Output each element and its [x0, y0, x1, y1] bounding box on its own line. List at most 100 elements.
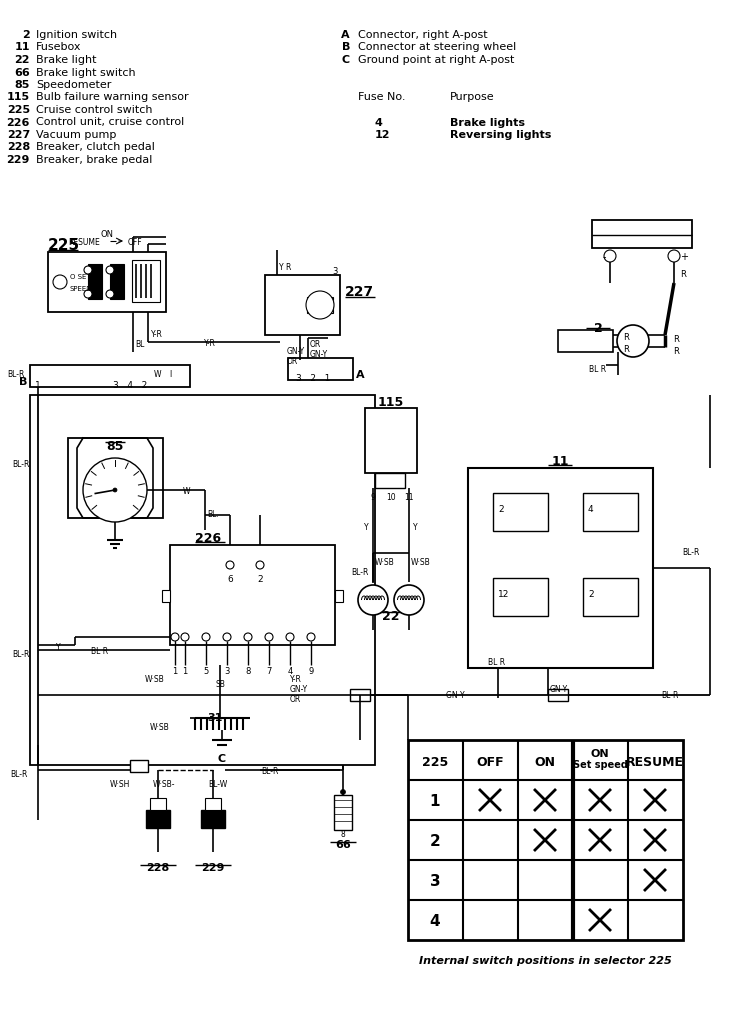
Text: 225: 225	[7, 105, 30, 115]
Bar	[201, 810, 225, 828]
Text: 227: 227	[7, 130, 30, 140]
Text: ON: ON	[535, 756, 556, 769]
Text: 115: 115	[7, 92, 30, 102]
Text: RESUME: RESUME	[626, 756, 684, 769]
Circle shape	[84, 266, 92, 274]
Text: W·SB: W·SB	[145, 675, 165, 684]
Text: Bulb failure warning sensor: Bulb failure warning sensor	[36, 92, 188, 102]
Bar	[170, 545, 335, 645]
Text: R: R	[680, 270, 686, 279]
Text: GN-Y: GN-Y	[310, 350, 328, 359]
Text: BL R: BL R	[589, 365, 606, 374]
Text: 2: 2	[22, 30, 30, 40]
Text: 7: 7	[266, 667, 272, 676]
Bar	[48, 252, 166, 312]
Text: 225: 225	[422, 756, 448, 769]
Text: Brake light switch: Brake light switch	[36, 68, 135, 78]
Text: 1: 1	[35, 381, 41, 390]
Text: 9: 9	[308, 667, 313, 676]
Bar	[334, 795, 352, 830]
Bar	[307, 297, 333, 313]
Text: 2: 2	[498, 505, 503, 514]
Text: 1: 1	[172, 667, 177, 676]
Text: 22: 22	[14, 55, 30, 65]
Bar	[350, 689, 370, 701]
Text: W·SB: W·SB	[150, 723, 170, 732]
Bar	[408, 740, 683, 940]
Text: 2: 2	[594, 322, 602, 335]
Circle shape	[53, 275, 67, 289]
Text: +: +	[680, 252, 688, 262]
Text: R: R	[673, 335, 679, 344]
Text: W: W	[154, 370, 162, 379]
Text: 4: 4	[375, 118, 383, 128]
Text: GN-Y: GN-Y	[287, 347, 305, 356]
Bar	[265, 275, 340, 335]
Circle shape	[668, 250, 680, 262]
Bar	[288, 358, 353, 380]
Text: R: R	[623, 333, 629, 342]
Bar	[365, 408, 417, 473]
Text: 11: 11	[551, 455, 568, 468]
Text: BL-R: BL-R	[261, 767, 279, 776]
Bar	[30, 395, 375, 765]
Circle shape	[226, 561, 234, 569]
Bar	[335, 590, 343, 602]
Text: 22: 22	[382, 610, 399, 623]
Circle shape	[106, 266, 114, 274]
Bar	[493, 493, 548, 531]
Circle shape	[358, 585, 388, 615]
Text: 11: 11	[14, 43, 30, 52]
Circle shape	[256, 561, 264, 569]
Circle shape	[84, 290, 92, 298]
Text: W·SB: W·SB	[411, 558, 431, 567]
Text: 5: 5	[203, 667, 209, 676]
Text: A: A	[341, 30, 350, 40]
Text: ON: ON	[100, 230, 114, 239]
Text: 228: 228	[147, 863, 170, 873]
Text: 3   2   1: 3 2 1	[296, 374, 331, 383]
Text: 225: 225	[48, 238, 80, 253]
Text: BL-R: BL-R	[10, 770, 28, 779]
Text: W·SH: W·SH	[110, 780, 130, 790]
Text: BL-W: BL-W	[208, 780, 227, 790]
Text: Y-R: Y-R	[290, 675, 302, 684]
Circle shape	[171, 633, 179, 641]
Text: 115: 115	[378, 396, 404, 409]
Text: O SET: O SET	[70, 274, 91, 280]
Bar	[468, 468, 653, 668]
Circle shape	[113, 488, 117, 492]
Circle shape	[306, 291, 334, 319]
Text: 2: 2	[429, 834, 441, 849]
Text: BL R: BL R	[488, 658, 505, 667]
Text: 229: 229	[201, 863, 224, 873]
Text: 3   4   2: 3 4 2	[113, 381, 147, 390]
Circle shape	[340, 790, 346, 795]
Text: 3: 3	[429, 874, 441, 889]
Text: Breaker, brake pedal: Breaker, brake pedal	[36, 155, 153, 165]
Text: 226: 226	[195, 532, 221, 545]
Text: Speedometer: Speedometer	[36, 80, 111, 90]
Bar	[88, 264, 102, 299]
Bar	[375, 473, 405, 488]
Text: Ignition switch: Ignition switch	[36, 30, 117, 40]
Circle shape	[604, 250, 616, 262]
Text: Brake light: Brake light	[36, 55, 96, 65]
Text: 8: 8	[245, 667, 251, 676]
Text: ON: ON	[591, 749, 610, 759]
Text: Purpose: Purpose	[450, 92, 494, 102]
Text: 12: 12	[375, 130, 390, 140]
Text: Y R: Y R	[279, 263, 292, 272]
Text: OR: OR	[287, 357, 298, 366]
Bar	[30, 365, 190, 387]
Text: 10: 10	[386, 493, 396, 502]
Text: OFF: OFF	[476, 756, 504, 769]
Text: 4: 4	[588, 505, 594, 514]
Bar	[583, 578, 638, 616]
Text: 3: 3	[224, 667, 230, 676]
Text: Fusebox: Fusebox	[36, 43, 82, 52]
Text: Reversing lights: Reversing lights	[450, 130, 551, 140]
Text: SB: SB	[215, 680, 225, 689]
Text: C: C	[218, 754, 226, 764]
Text: 227: 227	[345, 285, 374, 299]
